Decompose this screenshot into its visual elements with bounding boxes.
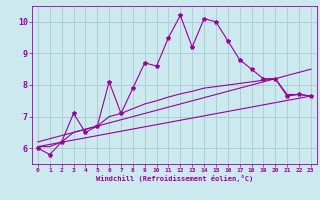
X-axis label: Windchill (Refroidissement éolien,°C): Windchill (Refroidissement éolien,°C) — [96, 175, 253, 182]
